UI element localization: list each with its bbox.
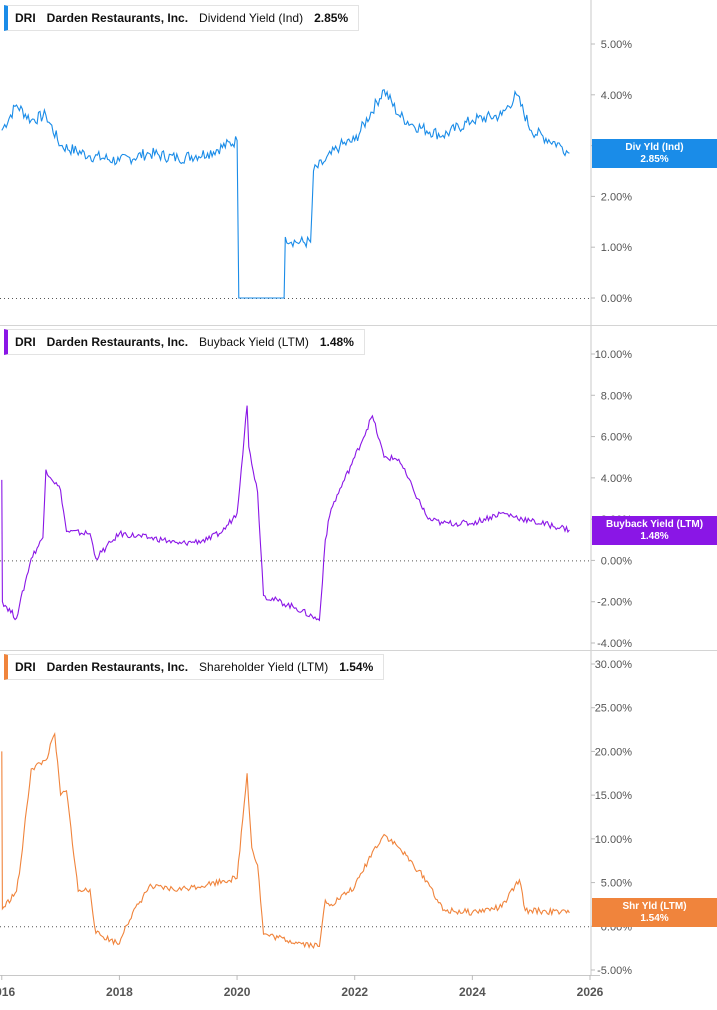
y-tick-label: 5.00% xyxy=(601,878,632,890)
current-value-badge-buyback: Buyback Yield (LTM) 1.48% xyxy=(592,516,717,545)
legend-value: 1.48% xyxy=(319,335,354,349)
legend-buyback-yield: DRI Darden Restaurants, Inc. Buyback Yie… xyxy=(4,329,365,355)
x-tick-label: 2024 xyxy=(459,985,486,999)
y-tick-label: 30.00% xyxy=(595,659,633,671)
y-tick-label: -4.00% xyxy=(597,638,632,650)
series-line xyxy=(1,405,570,622)
y-tick-label: 4.00% xyxy=(601,90,632,102)
x-tick-label: 2022 xyxy=(341,985,368,999)
legend-dividend-yield: DRI Darden Restaurants, Inc. Dividend Yi… xyxy=(4,5,360,31)
y-tick-label: 25.00% xyxy=(595,703,633,715)
legend-shareholder-yield: DRI Darden Restaurants, Inc. Shareholder… xyxy=(4,654,385,680)
y-tick-label: 1.00% xyxy=(601,242,632,254)
x-tick-label: 2020 xyxy=(224,985,251,999)
legend-metric: Buyback Yield (LTM) xyxy=(199,335,309,349)
legend-ticker: DRI xyxy=(15,11,36,25)
legend-value: 2.85% xyxy=(314,11,349,25)
y-tick-label: 10.00% xyxy=(595,834,633,846)
y-tick-label: 10.00% xyxy=(595,349,633,361)
legend-company: Darden Restaurants, Inc. xyxy=(46,660,189,674)
badge-label: Buyback Yield (LTM) xyxy=(605,519,704,530)
x-tick-label: 2026 xyxy=(577,985,604,999)
legend-ticker: DRI xyxy=(15,660,36,674)
legend-company: Darden Restaurants, Inc. xyxy=(46,11,189,25)
y-tick-label: 0.00% xyxy=(601,293,632,305)
y-tick-label: 5.00% xyxy=(601,39,632,51)
badge-value: 1.54% xyxy=(640,913,669,924)
series-line xyxy=(1,731,570,950)
x-tick-label: 2016 xyxy=(0,985,15,999)
badge-value: 1.48% xyxy=(640,531,669,542)
series-line xyxy=(1,88,570,299)
badge-label: Shr Yld (LTM) xyxy=(622,901,687,912)
legend-company: Darden Restaurants, Inc. xyxy=(46,335,189,349)
y-tick-label: 0.00% xyxy=(601,555,632,567)
current-value-badge-dividend: Div Yld (Ind) 2.85% xyxy=(592,139,717,168)
y-tick-label: -2.00% xyxy=(597,597,632,609)
badge-label: Div Yld (Ind) xyxy=(625,142,684,153)
y-tick-label: 15.00% xyxy=(595,790,633,802)
y-tick-label: 20.00% xyxy=(595,746,633,758)
x-tick-label: 2018 xyxy=(106,985,133,999)
y-tick-label: 2.00% xyxy=(601,191,632,203)
legend-value: 1.54% xyxy=(339,660,374,674)
y-tick-label: 8.00% xyxy=(601,390,632,402)
y-tick-label: -5.00% xyxy=(597,965,632,977)
legend-ticker: DRI xyxy=(15,335,36,349)
y-tick-label: 6.00% xyxy=(601,432,632,444)
current-value-badge-shareholder: Shr Yld (LTM) 1.54% xyxy=(592,898,717,927)
badge-value: 2.85% xyxy=(640,154,669,165)
legend-metric: Shareholder Yield (LTM) xyxy=(199,660,329,674)
y-tick-label: 4.00% xyxy=(601,473,632,485)
legend-metric: Dividend Yield (Ind) xyxy=(199,11,304,25)
